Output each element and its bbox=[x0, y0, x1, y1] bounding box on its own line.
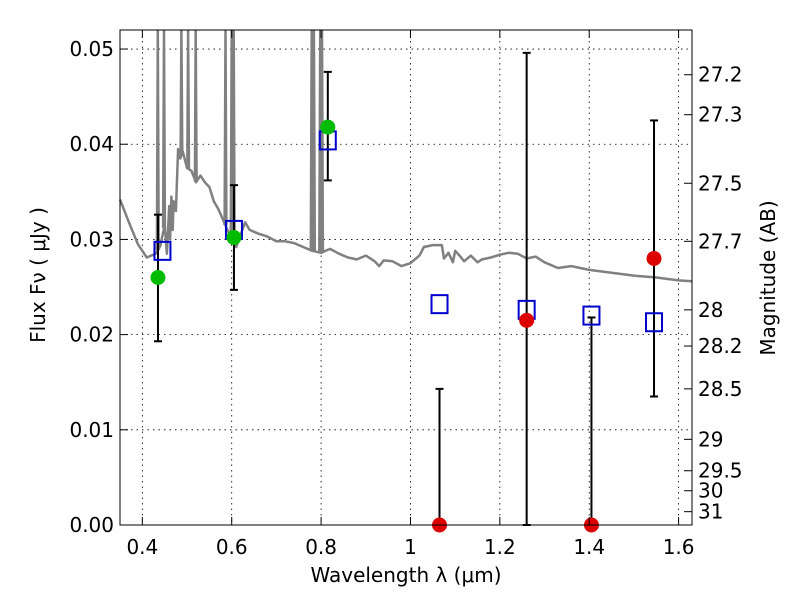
y-axis: 0.00 0.01 0.02 0.03 0.04 0.05 bbox=[69, 37, 128, 537]
y-tick-label: 0.05 bbox=[69, 37, 114, 61]
right-tick-label: 27.2 bbox=[698, 63, 743, 87]
x-tick-label: 0.6 bbox=[216, 535, 248, 559]
right-tick-label: 31 bbox=[698, 500, 723, 524]
x-tick-label: 0.8 bbox=[305, 535, 337, 559]
observed-point bbox=[226, 230, 242, 246]
emission-line bbox=[186, 29, 191, 169]
right-tick-label: 29 bbox=[698, 427, 723, 451]
right-tick-label: 29.5 bbox=[698, 459, 743, 483]
emission-line bbox=[179, 29, 184, 155]
plot-frame bbox=[119, 29, 693, 526]
observed-point bbox=[519, 312, 535, 328]
x-axis: 0.4 0.6 0.8 1 1.2 1.4 1.6 bbox=[126, 30, 695, 559]
right-tick-label: 30 bbox=[698, 479, 723, 503]
emission-line bbox=[223, 29, 228, 226]
right-tick-label: 27.7 bbox=[698, 229, 743, 253]
x-tick-label: 1.6 bbox=[663, 535, 695, 559]
x-tick-label: 0.4 bbox=[126, 535, 158, 559]
model-photometry-square bbox=[430, 294, 449, 315]
right-tick-label: 27.5 bbox=[698, 171, 743, 195]
model-photometry-square bbox=[645, 312, 664, 333]
emission-line bbox=[193, 29, 198, 182]
model-photometry-square bbox=[153, 240, 172, 261]
y-tick-label: 0.01 bbox=[69, 418, 114, 442]
model-photometry bbox=[153, 130, 664, 333]
emission-line bbox=[319, 29, 325, 253]
right-tick-label: 28 bbox=[698, 298, 723, 322]
right-tick-label: 27.3 bbox=[698, 103, 743, 127]
spectrum-line bbox=[118, 147, 693, 283]
emission-line bbox=[311, 29, 317, 252]
y-axis-title: Flux Fν ( μJy ) bbox=[26, 207, 50, 343]
right-tick-label: 28.2 bbox=[698, 334, 743, 358]
grid bbox=[120, 30, 692, 526]
observed-point bbox=[320, 119, 336, 135]
emission-line bbox=[161, 29, 167, 229]
right-axis-title: Magnitude (AB) bbox=[756, 200, 780, 355]
x-tick-label: 1.4 bbox=[573, 535, 605, 559]
x-tick-label: 1.2 bbox=[484, 535, 516, 559]
y-tick-label: 0.00 bbox=[69, 513, 114, 537]
y-tick-label: 0.03 bbox=[69, 227, 114, 251]
y-tick-label: 0.02 bbox=[69, 323, 114, 347]
x-tick-label: 1 bbox=[404, 535, 417, 559]
error-bars bbox=[153, 51, 659, 526]
observed-point bbox=[150, 270, 166, 285]
model-photometry-square bbox=[582, 305, 601, 326]
x-axis-title: Wavelength λ (μm) bbox=[310, 563, 501, 587]
y-tick-label: 0.04 bbox=[69, 132, 114, 156]
right-tick-label: 28.5 bbox=[698, 377, 743, 401]
model-spectrum bbox=[118, 29, 693, 283]
observed-point bbox=[646, 250, 662, 266]
